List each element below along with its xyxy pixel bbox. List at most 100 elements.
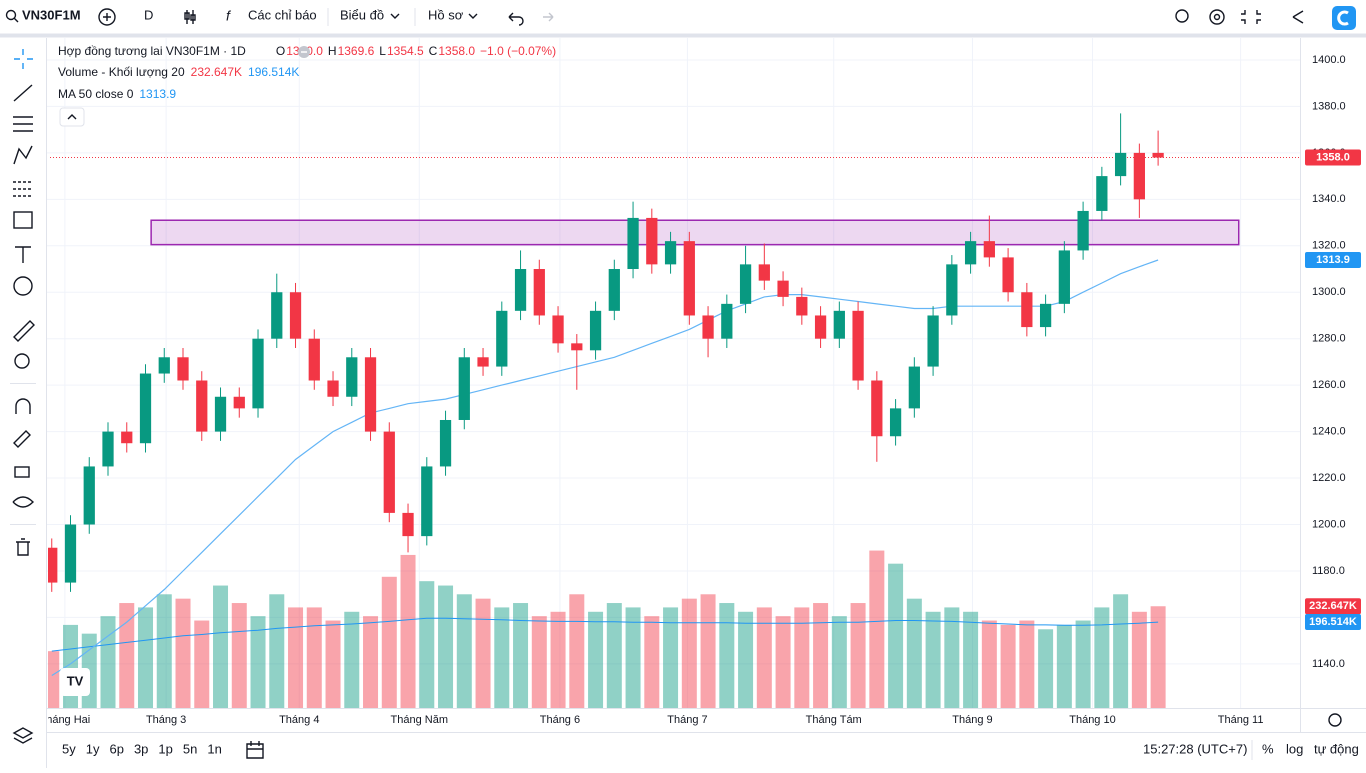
volume-bar — [869, 550, 885, 708]
x-tick-label: Tháng 4 — [279, 714, 319, 726]
volume-bar — [756, 607, 772, 708]
zone-box — [150, 219, 1240, 246]
volume-ma-line — [51, 617, 1159, 652]
y-tick-label: 1240.0 — [1312, 426, 1346, 438]
candle-body — [48, 547, 58, 583]
settings-center — [1213, 13, 1221, 21]
fib-tool[interactable] — [13, 116, 33, 132]
volume-bar — [419, 581, 435, 708]
chevron — [390, 13, 400, 19]
x-tick-label: Tháng 11 — [1218, 714, 1264, 726]
candle-body — [589, 310, 602, 351]
indicators-button[interactable]: Các chỉ báo — [248, 7, 317, 22]
fullscreen-button[interactable] — [1241, 10, 1261, 24]
axis-price-tag — [1305, 251, 1361, 268]
ma-legend-name: MA 50 close 0 — [58, 87, 134, 101]
candle-body — [458, 357, 470, 420]
profile-menu[interactable]: Hồ sơ — [428, 7, 464, 22]
axis-price-tag-label: 1358.0 — [1316, 151, 1350, 163]
ohlc-key: H — [328, 44, 337, 58]
search-icon[interactable] — [5, 9, 17, 21]
interval[interactable]: D — [144, 7, 153, 22]
logo-mark — [1337, 10, 1349, 26]
x-tick-label: Tháng 3 — [146, 714, 186, 726]
candle-body — [271, 292, 283, 339]
candle-body — [908, 366, 920, 409]
visibility-tool[interactable] — [12, 496, 34, 508]
candle-body — [383, 431, 395, 513]
compare-button[interactable] — [98, 8, 116, 26]
axis-price-tag — [1305, 149, 1361, 166]
trendline-tool[interactable] — [13, 84, 33, 102]
zoom-tool[interactable] — [14, 353, 30, 369]
volume-bar — [813, 603, 829, 708]
chart-menu[interactable]: Biểu đồ — [340, 7, 384, 22]
zoom-button[interactable] — [1175, 9, 1189, 23]
range-button[interactable]: 1n — [207, 741, 221, 756]
icon-tool[interactable] — [13, 276, 33, 296]
candle-body — [214, 396, 227, 432]
plus-icon — [103, 13, 111, 21]
share-button[interactable] — [1292, 10, 1304, 24]
log-toggle[interactable]: log — [1286, 741, 1303, 756]
ohlc-value: 1369.6 — [338, 44, 375, 58]
pattern-tool[interactable] — [13, 145, 33, 165]
volume-bar — [794, 607, 810, 708]
crosshair-tool[interactable] — [14, 49, 33, 69]
goto-date[interactable] — [246, 741, 264, 759]
y-tick-label: 1380.0 — [1312, 100, 1346, 112]
x-tick-label: Tháng 6 — [540, 714, 580, 726]
collapse-legend[interactable] — [59, 107, 85, 127]
ohlc-value: 1358.0 — [438, 44, 475, 58]
chevron — [468, 13, 478, 19]
range-button[interactable]: 1y — [86, 741, 100, 756]
range-button[interactable]: 3p — [134, 741, 148, 756]
lock-tool[interactable] — [14, 466, 30, 478]
candle-body — [421, 466, 433, 537]
volume-bar — [344, 611, 360, 708]
percent-toggle[interactable]: % — [1262, 741, 1274, 756]
candle-body — [927, 315, 939, 367]
delete-tool[interactable] — [16, 538, 30, 556]
candle-body — [1039, 303, 1052, 328]
candle-body — [139, 373, 152, 444]
x-tick-label: Tháng 7 — [667, 714, 707, 726]
volume-bar — [606, 603, 622, 708]
volume-bar — [306, 607, 322, 708]
candle-body — [308, 338, 320, 381]
volume-bar — [513, 603, 529, 708]
volume-bar — [663, 607, 679, 708]
auto-toggle[interactable]: tự động — [1314, 741, 1359, 756]
y-tick-label: 1400.0 — [1312, 54, 1346, 66]
shape-tool[interactable] — [13, 211, 33, 229]
draw-mode-tool[interactable] — [13, 430, 31, 448]
axis-settings[interactable] — [1328, 713, 1342, 727]
volume-bar — [250, 616, 266, 708]
candle-body — [1002, 257, 1014, 293]
range-button[interactable]: 1p — [158, 741, 172, 756]
clock: 15:27:28 (UTC+7) — [1143, 741, 1247, 756]
candle-body — [196, 380, 208, 432]
volume-bar — [288, 607, 304, 708]
candle-body — [514, 269, 527, 311]
undo-button[interactable] — [508, 12, 524, 26]
object-tree[interactable] — [12, 727, 34, 744]
symbol[interactable]: VN30F1M — [22, 7, 81, 22]
candle-type-button[interactable] — [184, 10, 196, 24]
prediction-tool[interactable] — [13, 181, 33, 197]
range-button[interactable]: 6p — [109, 741, 123, 756]
magnet-tool[interactable] — [15, 398, 31, 414]
ma-line — [51, 259, 1159, 677]
text-tool[interactable] — [15, 246, 31, 263]
range-button[interactable]: 5y — [62, 741, 76, 756]
redo-button[interactable] — [543, 12, 554, 22]
axis-price-tag — [1305, 614, 1361, 631]
settings-button[interactable] — [1209, 9, 1225, 25]
volume-bar — [494, 607, 510, 708]
bottom-toolbar: 5y 1y 6p 3p 1p 5n 1n 15:27:28 (UTC+7)% log tự độn… — [62, 740, 1359, 760]
measure-tool[interactable] — [13, 320, 35, 342]
candle-body — [552, 315, 564, 344]
candle-body — [289, 292, 302, 339]
range-button[interactable]: 5n — [183, 741, 197, 756]
